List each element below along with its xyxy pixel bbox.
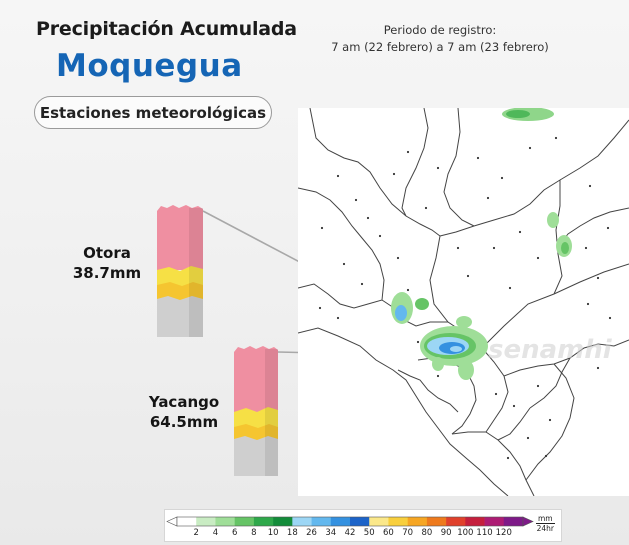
colorbar-arrow-left bbox=[166, 516, 178, 527]
colorbar-tick-label: 80 bbox=[421, 528, 433, 538]
station-label-yacango: Yacango 64.5mm bbox=[136, 392, 232, 432]
colorbar-tick-label: 120 bbox=[495, 528, 512, 538]
period-text: Periodo de registro: 7 am (22 febrero) a… bbox=[320, 22, 560, 56]
period-label: Periodo de registro: bbox=[383, 23, 497, 37]
colorbar-unit-top: mm bbox=[536, 514, 555, 524]
station-dots bbox=[318, 136, 612, 460]
colorbar-segment bbox=[234, 517, 255, 526]
stations-badge: Estaciones meteorológicas bbox=[34, 96, 272, 129]
station-name-yacango: Yacango bbox=[148, 393, 220, 411]
colorbar-tick-label: 70 bbox=[402, 528, 414, 538]
colorbar-segment bbox=[503, 517, 524, 526]
period-range: 7 am (22 febrero) a 7 am (23 febrero) bbox=[331, 40, 549, 54]
map-canvas: senamhi bbox=[298, 108, 629, 496]
colorbar-tick-label: 50 bbox=[363, 528, 375, 538]
colorbar-tick-label: 90 bbox=[440, 528, 452, 538]
colorbar-unit-bottom: 24hr bbox=[536, 524, 554, 533]
colorbar-tick-label: 26 bbox=[306, 528, 317, 538]
colorbar-segment bbox=[215, 517, 235, 526]
page-title: Precipitación Acumulada bbox=[36, 18, 297, 40]
colorbar-tick-label: 10 bbox=[267, 528, 279, 538]
colorbar-segment bbox=[465, 517, 485, 526]
colorbar-arrow-right bbox=[522, 516, 534, 527]
colorbar-segment bbox=[273, 517, 293, 526]
colorbar-segment bbox=[350, 517, 370, 526]
colorbar-tick-label: 2 bbox=[193, 528, 199, 538]
colorbar-segment bbox=[330, 517, 351, 526]
colorbar-tick-label: 8 bbox=[251, 528, 257, 538]
colorbar-tick-label: 18 bbox=[286, 528, 298, 538]
colorbar-segment bbox=[292, 517, 312, 526]
colorbar-segment bbox=[446, 517, 466, 526]
precipitation-areas bbox=[391, 108, 572, 380]
coastline-area bbox=[298, 328, 508, 496]
precipitation-map: senamhi bbox=[298, 108, 629, 496]
station-name-otora: Otora bbox=[83, 244, 131, 262]
station-value-yacango: 64.5mm bbox=[149, 413, 219, 431]
map-watermark: senamhi bbox=[488, 335, 613, 365]
colorbar-legend: 2 4 6 8 10 18 26 34 42 50 60 70 80 90 100 110 120 mm 24h… bbox=[164, 509, 562, 542]
colorbar-segment bbox=[388, 517, 408, 526]
colorbar-scale bbox=[166, 516, 534, 527]
colorbar-segment bbox=[484, 517, 505, 526]
otora-bar bbox=[157, 205, 203, 337]
colorbar-tick-label: 100 bbox=[457, 528, 474, 538]
colorbar-segment bbox=[253, 517, 274, 526]
region-name: Moquegua bbox=[56, 48, 243, 84]
colorbar-tick-label: 110 bbox=[476, 528, 493, 538]
colorbar-segment bbox=[369, 517, 389, 526]
colorbar-tick-label: 4 bbox=[212, 528, 219, 538]
colorbar-segment bbox=[426, 517, 447, 526]
colorbar-tick-label: 42 bbox=[344, 528, 356, 538]
colorbar-tick-label: 34 bbox=[325, 528, 337, 538]
colorbar-unit: mm 24hr bbox=[536, 514, 555, 533]
colorbar-segment bbox=[196, 517, 216, 526]
colorbar-segment bbox=[311, 517, 332, 526]
colorbar-segment bbox=[407, 517, 428, 526]
yacango-bar bbox=[234, 346, 278, 476]
colorbar-segment bbox=[177, 517, 197, 526]
colorbar-tick-label: 60 bbox=[383, 528, 394, 538]
station-value-otora: 38.7mm bbox=[72, 264, 142, 282]
station-label-otora: Otora 38.7mm bbox=[62, 243, 152, 283]
colorbar-tick-label: 6 bbox=[231, 528, 238, 538]
